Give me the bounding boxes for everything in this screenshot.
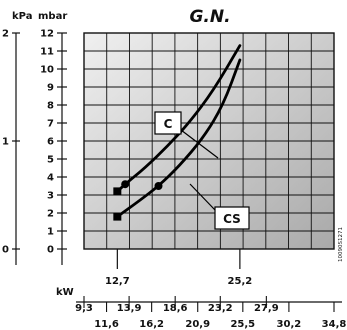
chart-title: G.N. (189, 7, 230, 27)
dot-marker-cs (154, 182, 163, 190)
callout-box-c (154, 111, 182, 135)
x-upper-tick-label: 18,6 (163, 303, 188, 314)
left-axis: 0 1 2 (2, 29, 20, 265)
series-label-cs: CS (223, 212, 241, 226)
y-tick-label: 5 (47, 155, 54, 166)
series: C CS (113, 44, 250, 230)
x-lower-tick-label: 34,8 (322, 319, 347, 330)
left-tick-label: 0 (2, 245, 9, 256)
y-tick-label: 4 (47, 173, 54, 184)
left-tick-label: 1 (2, 137, 9, 148)
y-tick-label: 3 (47, 191, 54, 202)
y-axis-unit: mbar (38, 11, 67, 22)
left-axis-unit: kPa (12, 11, 32, 22)
y-tick-label: 10 (40, 65, 54, 76)
dot-marker-c (121, 180, 130, 189)
y-tick-label: 8 (47, 101, 54, 112)
square-marker-cs (113, 212, 122, 221)
callout-leader-c (180, 129, 219, 159)
x-lower-tick-label: 30,2 (277, 319, 302, 330)
y-tick-label: 6 (47, 137, 54, 148)
x-upper-tick-label: 13,9 (117, 303, 142, 314)
x-upper-tick-label: 27,9 (254, 303, 279, 314)
left-tick-label: 2 (2, 29, 9, 40)
y-tick-label: 0 (47, 245, 54, 256)
x-lower-tick-label: 25,5 (230, 319, 255, 330)
y-tick-label: 9 (47, 83, 54, 94)
series-line-cs (115, 58, 242, 218)
y-tick-label: 2 (47, 209, 54, 220)
x-upper-tick-label: 9,3 (75, 303, 93, 314)
x-top-tick-label: 12,7 (105, 276, 130, 287)
x-lower-tick-label: 11,6 (94, 319, 119, 330)
square-marker-c (113, 187, 122, 196)
x-axis: 12,7 25,2 9,3 13,9 18,6 23,2 27,9 11,6 16,2 20,9 2… (75, 249, 346, 330)
x-lower-tick-label: 20,9 (185, 319, 210, 330)
callout-leader-cs (189, 183, 216, 211)
y-tick-label: 7 (47, 119, 54, 130)
y-tick-label: 11 (40, 47, 54, 58)
series-label-c: C (164, 117, 173, 131)
y-tick-label: 1 (47, 227, 54, 238)
chart-code: 10090S1271 (338, 227, 344, 262)
x-lower-tick-label: 16,2 (139, 319, 164, 330)
x-top-tick-label: 25,2 (228, 276, 253, 287)
y-tick-label: 12 (40, 29, 54, 40)
x-axis-unit: kW (56, 287, 74, 298)
grid-lines (84, 33, 334, 249)
callout-box-cs (214, 206, 250, 230)
x-upper-tick-label: 23,2 (208, 303, 233, 314)
